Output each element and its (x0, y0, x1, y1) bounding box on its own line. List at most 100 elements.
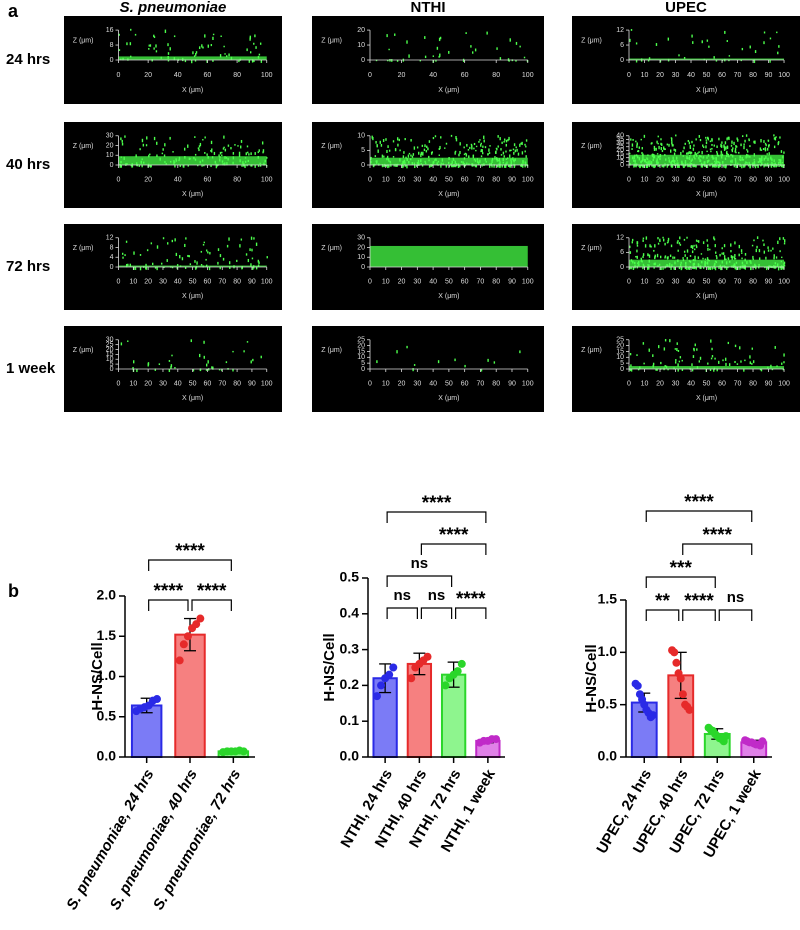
bar (174, 633, 206, 759)
fluorescence-speck (653, 266, 655, 269)
fluorescence-speck (764, 164, 766, 167)
fluorescence-speck (178, 159, 180, 162)
fluorescence-speck (126, 163, 128, 165)
fluorescence-speck (410, 138, 412, 142)
fluorescence-speck (659, 59, 662, 63)
fluorescence-speck (134, 266, 137, 270)
fluorescence-speck (164, 29, 167, 33)
fluorescence-speck (488, 148, 490, 152)
fluorescence-speck (739, 158, 741, 161)
fluorescence-speck (666, 263, 668, 268)
fluorescence-speck (759, 368, 762, 371)
fluorescence-speck (120, 160, 122, 164)
fluorescence-speck (758, 263, 760, 267)
y-axis-label: H-NS/Cell (89, 642, 106, 710)
fluorescence-speck (665, 365, 668, 369)
fluorescence-speck (491, 164, 493, 168)
fluorescence-speck (148, 44, 150, 47)
fluorescence-speck (516, 148, 518, 152)
x-tick-label: 50 (189, 380, 197, 387)
fluorescence-speck (680, 263, 682, 268)
fluorescence-speck (721, 141, 723, 144)
fluorescence-speck (642, 164, 644, 168)
fluorescence-speck (714, 266, 717, 271)
z-tick-label: 0 (361, 57, 365, 64)
fluorescence-speck (200, 264, 203, 266)
fluorescence-speck (677, 240, 679, 243)
fluorescence-speck (749, 164, 751, 169)
fluorescence-speck (486, 31, 488, 35)
fluorescence-speck (412, 368, 414, 372)
y-tick-label: 0.3 (340, 640, 360, 656)
fluorescence-speck (707, 154, 710, 157)
fluorescence-speck (655, 368, 657, 371)
fluorescence-speck (266, 157, 268, 159)
fluorescence-speck (413, 162, 416, 165)
fluorescence-speck (776, 365, 778, 368)
fluorescence-speck (166, 259, 168, 262)
fluorescence-speck (383, 155, 385, 158)
fluorescence-speck (493, 361, 496, 364)
fluorescence-speck (480, 142, 482, 145)
fluorescence-speck (227, 144, 230, 147)
fluorescence-speck (495, 150, 497, 154)
fluorescence-speck (204, 152, 206, 154)
fluorescence-speck (636, 249, 638, 253)
fluorescence-speck (685, 261, 687, 264)
fluorescence-speck (698, 151, 700, 153)
fluorescence-speck (741, 158, 744, 161)
fluorescence-speck (633, 164, 635, 168)
fluorescence-speck (669, 339, 671, 343)
x-tick-label: 10 (641, 380, 649, 387)
fluorescence-speck (690, 245, 692, 249)
fluorescence-speck (759, 160, 761, 163)
fluorescence-speck (743, 368, 745, 372)
z-tick-label: 30 (616, 140, 624, 147)
fluorescence-speck (244, 164, 246, 169)
data-point (152, 695, 161, 704)
fluorescence-speck (428, 155, 430, 159)
fluorescence-speck (656, 160, 658, 163)
fluorescence-speck (457, 163, 460, 166)
fluorescence-speck (631, 143, 634, 147)
x-tick-label: 10 (129, 380, 137, 387)
fluorescence-speck (780, 260, 783, 263)
significance-bracket (682, 609, 716, 621)
fluorescence-speck (249, 37, 251, 41)
fluorescence-speck (247, 151, 249, 154)
fluorescence-speck (173, 162, 175, 165)
fluorescence-speck (421, 144, 424, 147)
data-point (372, 692, 381, 701)
fluorescence-speck (207, 251, 209, 254)
fluorescence-speck (440, 164, 442, 168)
fluorescence-speck (667, 37, 670, 41)
fluorescence-speck (695, 138, 697, 141)
fluorescence-speck (744, 253, 747, 256)
fluorescence-speck (645, 236, 648, 240)
fluorescence-speck (743, 164, 746, 168)
x-tick-label: 60 (718, 176, 726, 183)
x-tick-label: 50 (189, 278, 197, 285)
fluorescence-speck (211, 366, 213, 369)
fluorescence-speck (685, 152, 688, 155)
fluorescence-speck (120, 342, 123, 346)
fluorescence-speck (379, 140, 381, 144)
fluorescence-speck (635, 163, 637, 165)
fluorescence-speck (671, 143, 674, 147)
fluorescence-speck (255, 266, 258, 270)
fluorescence-speck (694, 343, 696, 347)
fluorescence-speck (202, 243, 205, 246)
fluorescence-speck (710, 150, 712, 153)
data-point (672, 658, 681, 667)
fluorescence-speck (637, 149, 640, 153)
fluorescence-speck (642, 253, 645, 257)
x-axis-label: X (μm) (696, 191, 717, 198)
fluorescence-speck (134, 33, 137, 36)
fluorescence-speck (650, 245, 652, 248)
fluorescence-speck (148, 154, 150, 158)
fluorescence-speck (510, 149, 512, 152)
fluorescence-speck (194, 260, 196, 263)
fluorescence-speck (760, 158, 762, 162)
fluorescence-speck (701, 164, 704, 168)
x-tick-label: 40 (174, 72, 182, 79)
